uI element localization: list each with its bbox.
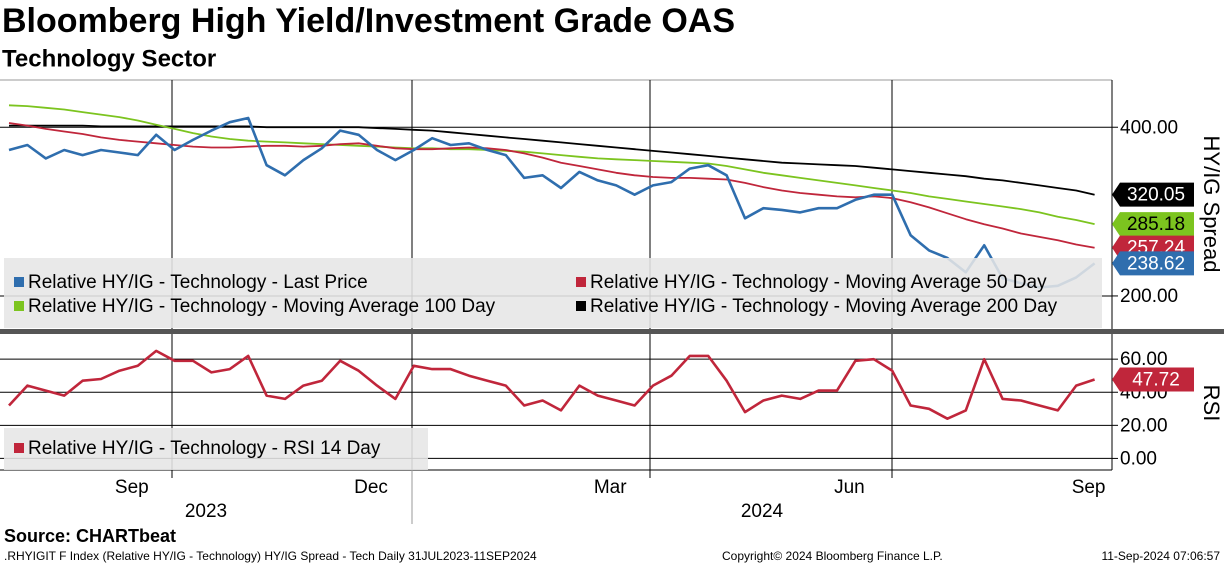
value-badge — [1112, 367, 1194, 392]
legend-label: Relative HY/IG - Technology - Last Price — [28, 272, 368, 293]
value-badge — [1112, 251, 1194, 276]
chart-title: Bloomberg High Yield/Investment Grade OA… — [2, 2, 735, 40]
y-axis-title: RSI — [1199, 385, 1224, 422]
index-note: .RHYIGIT F Index (Relative HY/IG - Techn… — [4, 549, 537, 563]
x-tick-label: Sep — [115, 477, 149, 498]
y-tick-label: 20.00 — [1120, 415, 1168, 436]
series-line — [8, 122, 1095, 249]
legend-label: Relative HY/IG - Technology - RSI 14 Day — [28, 438, 381, 459]
timestamp: 11-Sep-2024 07:06:57 — [1101, 549, 1220, 563]
value-badge-label: 238.62 — [1127, 253, 1185, 274]
value-badge — [1112, 212, 1194, 237]
series-line — [8, 116, 1096, 289]
x-tick-label: Mar — [594, 477, 627, 498]
y-axis-title: HY/IG Spread — [1199, 136, 1224, 273]
chart-subtitle: Technology Sector — [2, 45, 216, 72]
series-line — [8, 349, 1096, 420]
value-badge-label: 320.05 — [1127, 185, 1185, 206]
y-tick-label: 0.00 — [1120, 448, 1157, 469]
x-year-label: 2024 — [741, 501, 784, 522]
legend-label: Relative HY/IG - Technology - Moving Ave… — [590, 296, 1058, 317]
legend-box — [4, 428, 428, 470]
x-tick-label: Sep — [1072, 477, 1106, 498]
y-tick-label: 200.00 — [1120, 286, 1178, 307]
value-badge-label: 285.18 — [1127, 214, 1185, 235]
value-badge-label: 47.72 — [1132, 369, 1180, 390]
source: Source: CHARTbeat — [4, 526, 176, 546]
y-tick-label: 400.00 — [1120, 117, 1178, 138]
series-line — [9, 124, 1095, 196]
value-badge — [1112, 182, 1194, 207]
x-tick-label: Jun — [834, 477, 865, 498]
panel-separator — [0, 329, 1224, 334]
x-year-label: 2023 — [185, 501, 227, 522]
x-tick-label: Dec — [354, 477, 388, 498]
legend-box — [4, 258, 1102, 328]
legend-label: Relative HY/IG - Technology - Moving Ave… — [28, 296, 496, 317]
legend-swatch — [576, 277, 586, 287]
legend-swatch — [14, 277, 24, 287]
legend-swatch — [576, 301, 586, 311]
legend-swatch — [14, 443, 24, 453]
series-line — [8, 104, 1095, 225]
copyright: Copyright© 2024 Bloomberg Finance L.P. — [722, 549, 943, 563]
legend-swatch — [14, 301, 24, 311]
legend-label: Relative HY/IG - Technology - Moving Ave… — [590, 272, 1047, 293]
y-tick-label: 60.00 — [1120, 349, 1168, 370]
